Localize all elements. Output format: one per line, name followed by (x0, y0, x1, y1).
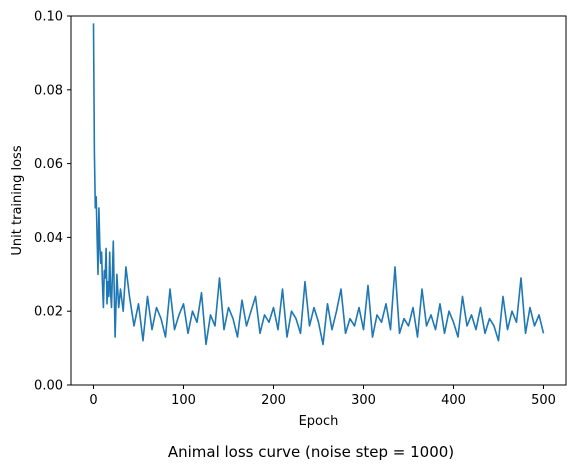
x-tick-label: 300 (351, 393, 376, 408)
y-axis-label: Unit training loss (10, 145, 25, 255)
x-tick-label: 100 (171, 393, 196, 408)
series-line-0 (92, 23, 545, 346)
y-tick-label: 0.00 (34, 379, 63, 394)
plot-area (92, 23, 545, 346)
y-tick-label: 0.06 (34, 157, 63, 172)
x-tick-label: 400 (441, 393, 466, 408)
x-tick-label: 200 (261, 393, 286, 408)
y-tick-label: 0.08 (34, 83, 63, 98)
x-axis-label: Epoch (299, 414, 339, 429)
y-tick-label: 0.10 (34, 10, 63, 25)
x-axis: 0 100 200 300 400 500 (89, 385, 556, 408)
x-tick-label: 500 (531, 393, 556, 408)
axes-frame (70, 15, 567, 386)
chart-caption: Animal loss curve (noise step = 1000) (168, 443, 454, 461)
x-tick-label: 0 (89, 393, 97, 408)
y-axis: 0.00 0.02 0.04 0.06 0.08 0.10 (34, 10, 71, 394)
y-tick-label: 0.02 (34, 305, 63, 320)
y-tick-label: 0.04 (34, 231, 63, 246)
